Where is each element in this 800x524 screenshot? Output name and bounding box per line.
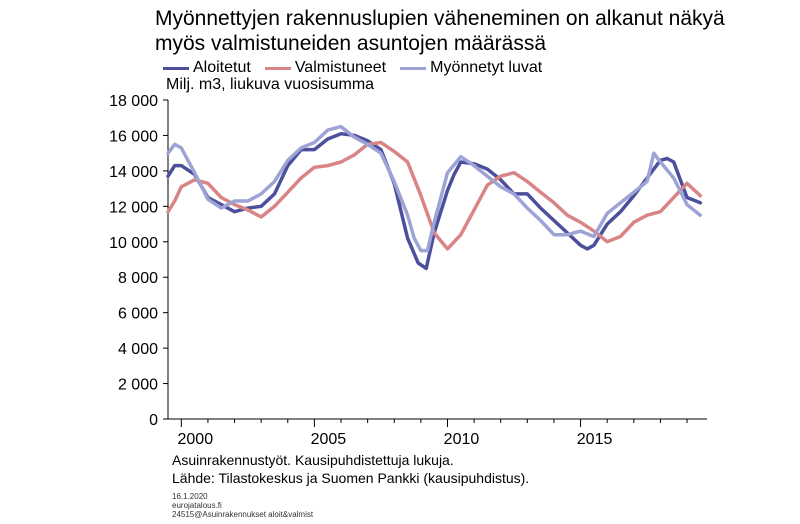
series-line-aloitetut bbox=[166, 131, 703, 271]
legend-label-aloitetut: Aloitetut bbox=[193, 59, 251, 76]
y-tick-label: 14 000 bbox=[109, 164, 158, 181]
legend-item-myonnetyt-luvat: Myönnetyt luvat bbox=[400, 59, 542, 77]
y-tick-label: 16 000 bbox=[109, 128, 158, 145]
x-tick-label: 2000 bbox=[178, 431, 214, 448]
chart-title-line-2: myös valmistuneiden asuntojen määrässä bbox=[155, 32, 547, 55]
meta-site: eurojatalous.fi bbox=[172, 501, 222, 510]
unit-label: Milj. m3, liukuva vuosisumma bbox=[166, 76, 375, 93]
y-tick-label: 8 000 bbox=[118, 270, 158, 287]
y-tick-label: 18 000 bbox=[109, 93, 158, 110]
meta-id: 24515@Asuinrakennukset aloit&valmist bbox=[172, 510, 314, 519]
meta-date: 16.1.2020 bbox=[172, 492, 208, 501]
y-tick-label: 10 000 bbox=[109, 235, 158, 252]
source-note-1: Asuinrakennustyöt. Kausipuhdistettuja lu… bbox=[172, 452, 454, 468]
x-tick-label: 2005 bbox=[311, 431, 347, 448]
chart-title: Myönnettyjen rakennuslupien väheneminen … bbox=[155, 6, 725, 56]
legend-swatch-myonnetyt-luvat bbox=[400, 66, 427, 70]
legend-item-valmistuneet: Valmistuneet bbox=[264, 59, 387, 77]
legend-item-aloitetut: Aloitetut bbox=[163, 59, 251, 77]
source-note-2: Lähde: Tilastokeskus ja Suomen Pankki (k… bbox=[172, 470, 530, 486]
series-line-valmistuneet bbox=[166, 140, 703, 251]
x-tick-label: 2010 bbox=[444, 431, 480, 448]
legend-label-valmistuneet: Valmistuneet bbox=[294, 59, 387, 76]
y-tick-label: 4 000 bbox=[118, 341, 158, 358]
y-tick-label: 6 000 bbox=[118, 306, 158, 323]
y-tick-label: 12 000 bbox=[109, 199, 158, 216]
series-line-myonnetyt-luvat bbox=[166, 124, 703, 253]
legend: Aloitetut Valmistuneet Myönnetyt luvat bbox=[163, 58, 556, 78]
legend-swatch-aloitetut bbox=[163, 66, 189, 70]
chart-title-line-1: Myönnettyjen rakennuslupien väheneminen … bbox=[155, 7, 725, 30]
x-tick-label: 2015 bbox=[577, 431, 613, 448]
y-tick-label: 2 000 bbox=[118, 377, 158, 394]
legend-label-myonnetyt-luvat: Myönnetyt luvat bbox=[430, 59, 543, 76]
legend-swatch-valmistuneet bbox=[264, 66, 291, 70]
y-tick-label: 0 bbox=[149, 412, 158, 429]
